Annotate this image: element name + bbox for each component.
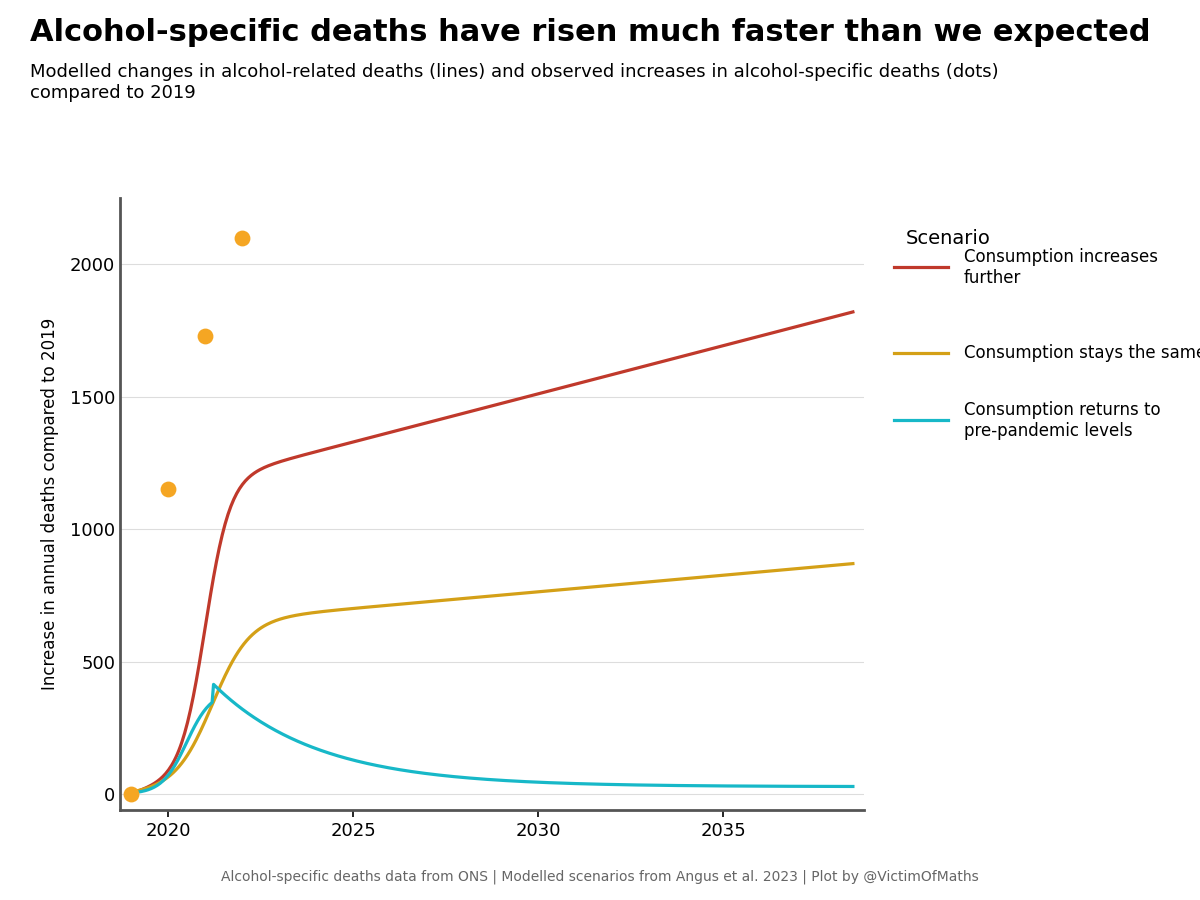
Text: Consumption returns to
pre-pandemic levels: Consumption returns to pre-pandemic leve… <box>964 400 1160 440</box>
Point <box>158 482 178 497</box>
Text: Alcohol-specific deaths data from ONS | Modelled scenarios from Angus et al. 202: Alcohol-specific deaths data from ONS | … <box>221 869 979 884</box>
Text: Consumption increases
further: Consumption increases further <box>964 248 1158 287</box>
Text: Consumption stays the same: Consumption stays the same <box>964 344 1200 362</box>
Text: Modelled changes in alcohol-related deaths (lines) and observed increases in alc: Modelled changes in alcohol-related deat… <box>30 63 998 102</box>
Y-axis label: Increase in annual deaths compared to 2019: Increase in annual deaths compared to 20… <box>41 318 59 690</box>
Point <box>196 328 215 343</box>
Text: Scenario: Scenario <box>906 230 991 248</box>
Text: Alcohol-specific deaths have risen much faster than we expected: Alcohol-specific deaths have risen much … <box>30 18 1151 47</box>
Point <box>233 230 252 245</box>
Point <box>121 787 140 801</box>
